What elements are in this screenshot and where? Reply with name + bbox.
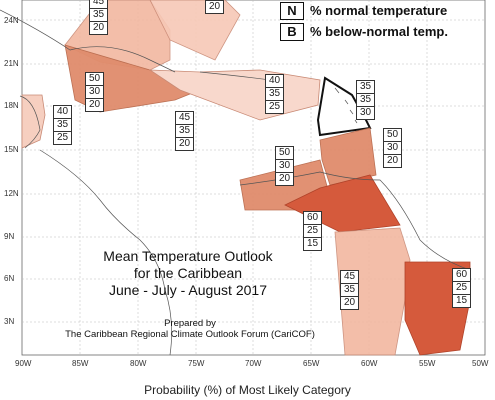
prob-below: 20 [208,1,221,12]
prob-above: 40 [54,106,71,119]
prob-below: 25 [56,132,69,143]
prob-normal: 35 [176,125,193,138]
lon-label-90w: 90W [15,359,32,368]
lon-label-85w: 85W [72,359,89,368]
prob-below: 15 [306,238,319,249]
prob-below: 20 [278,173,291,184]
prob-below: 25 [268,101,281,112]
lon-label-75w: 75W [188,359,205,368]
prob-box-bahamas-east: 20 [205,0,224,14]
lon-label-55w: 55W [419,359,436,368]
prob-normal: 30 [86,86,103,99]
prob-below: 20 [88,99,101,110]
credit: Prepared by The Caribbean Regional Clima… [40,318,340,340]
prob-above: 35 [357,81,374,94]
lon-label-70w: 70W [245,359,262,368]
prob-box-jamaica-sea: 45 35 20 [175,111,194,151]
prob-above: 60 [304,212,321,225]
footer-caption: Probability (%) of Most Likely Category [144,383,351,397]
lat-label-24n: 24N [4,16,19,25]
legend-below-label: % below-normal temp. [310,24,448,39]
prob-normal: 25 [304,225,321,238]
prob-above: 60 [453,269,470,282]
lat-label-3n: 3N [4,317,15,326]
prob-box-windward-islands: 50 30 20 [383,128,402,168]
legend-normal-label: % normal temperature [310,3,448,18]
prob-above: 45 [341,271,358,284]
region-west-caribbean [21,94,46,149]
prob-below: 20 [178,138,191,149]
prob-normal: 35 [266,88,283,101]
region-bahamas-east [149,0,241,61]
prob-below: 20 [92,22,105,33]
prob-box-south-caribbean: 50 30 20 [275,146,294,186]
prob-above: 45 [90,0,107,9]
lat-label-6n: 6N [4,274,15,283]
lon-label-50w: 50W [472,359,489,368]
prob-normal: 35 [54,119,71,132]
prob-below: 20 [386,155,399,166]
prob-box-leeward-islands: 35 35 30 [356,80,375,120]
lon-label-80w: 80W [130,359,147,368]
prob-below: 15 [455,295,468,306]
legend-below: B % below-normal temp. [280,21,448,42]
title-line-3: June - July - August 2017 [109,282,267,298]
map-title: Mean Temperature Outlook for the Caribbe… [78,248,298,299]
prob-box-cuba: 50 30 20 [85,72,104,112]
prob-box-trinidad-venezuela: 60 25 15 [303,211,322,251]
prob-normal: 35 [90,9,107,22]
prob-normal: 25 [453,282,470,295]
prob-box-west-caribbean: 40 35 25 [53,105,72,145]
prob-above: 40 [266,75,283,88]
prob-box-suriname-guiana: 60 25 15 [452,268,471,308]
legend: N % normal temperature B % below-normal … [280,0,448,42]
prob-normal: 35 [357,94,374,107]
prob-below: 30 [359,107,372,118]
title-line-1: Mean Temperature Outlook [103,248,273,264]
title-line-2: for the Caribbean [133,265,243,281]
prob-above: 50 [276,147,293,160]
legend-normal: N % normal temperature [280,0,448,21]
lat-label-12n: 12N [4,189,19,198]
prob-above: 45 [176,112,193,125]
prob-normal: 30 [276,160,293,173]
legend-below-key: B [280,22,304,41]
prob-normal: 30 [384,142,401,155]
lat-label-18n: 18N [4,101,19,110]
legend-normal-key: N [280,1,304,20]
credit-line-1: Prepared by [164,318,216,329]
prob-above: 50 [384,129,401,142]
prob-below: 20 [343,297,356,308]
lat-label-9n: 9N [4,232,15,241]
lat-label-21n: 21N [4,59,19,68]
prob-box-guyana: 45 35 20 [340,270,359,310]
lon-label-65w: 65W [303,359,320,368]
prob-normal: 35 [341,284,358,297]
prob-box-bahamas-north: 45 35 20 [89,0,108,35]
prob-box-hispaniola: 40 35 25 [265,74,284,114]
lon-label-60w: 60W [361,359,378,368]
lat-label-15n: 15N [4,145,19,154]
prob-above: 50 [86,73,103,86]
credit-line-2: The Caribbean Regional Climate Outlook F… [65,329,315,340]
